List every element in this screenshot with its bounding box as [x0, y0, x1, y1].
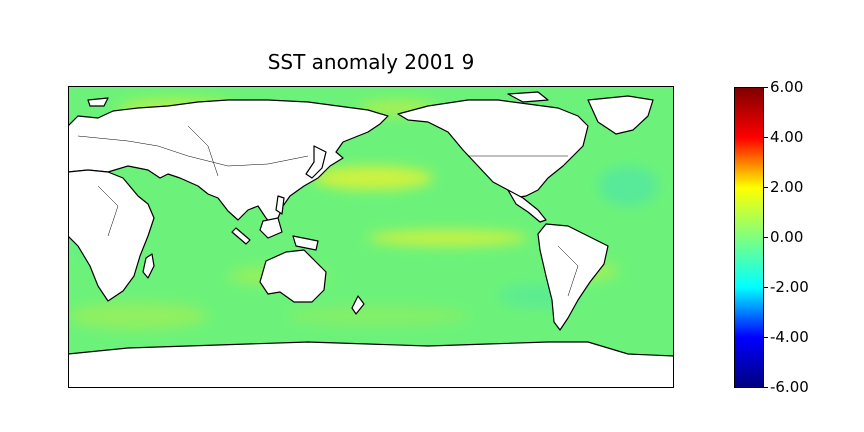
map-title: SST anomaly 2001 9 [267, 50, 475, 74]
colorbar-tick-2: 2.00 [770, 178, 804, 196]
sst-map [68, 86, 674, 388]
colorbar-tick-m6: -6.00 [770, 378, 809, 396]
colorbar-tick-m4: -4.00 [770, 328, 809, 346]
colorbar-tick-6: 6.00 [770, 78, 804, 96]
colorbar-tick-0: 0.00 [770, 228, 804, 246]
new-zealand [351, 295, 365, 315]
colorbar [734, 87, 764, 388]
madagascar [142, 253, 155, 279]
philippines [275, 195, 285, 215]
land [68, 91, 674, 388]
australia [259, 249, 327, 303]
north-america [397, 99, 589, 199]
south-america [537, 223, 609, 331]
sumatra [231, 227, 251, 245]
canadian-archipelago [507, 91, 549, 103]
colorbar-tick-m2: -2.00 [770, 278, 809, 296]
colorbar-tick-4: 4.00 [770, 128, 804, 146]
country-borders [77, 125, 579, 297]
svalbard-islands [87, 97, 109, 107]
new-guinea [292, 235, 319, 251]
antarctica [68, 341, 674, 388]
africa-landmass [68, 169, 155, 302]
eurasia-landmass [68, 99, 389, 227]
borneo [259, 217, 283, 239]
greenland [587, 95, 654, 135]
japan [305, 145, 327, 179]
central-america [507, 189, 547, 223]
